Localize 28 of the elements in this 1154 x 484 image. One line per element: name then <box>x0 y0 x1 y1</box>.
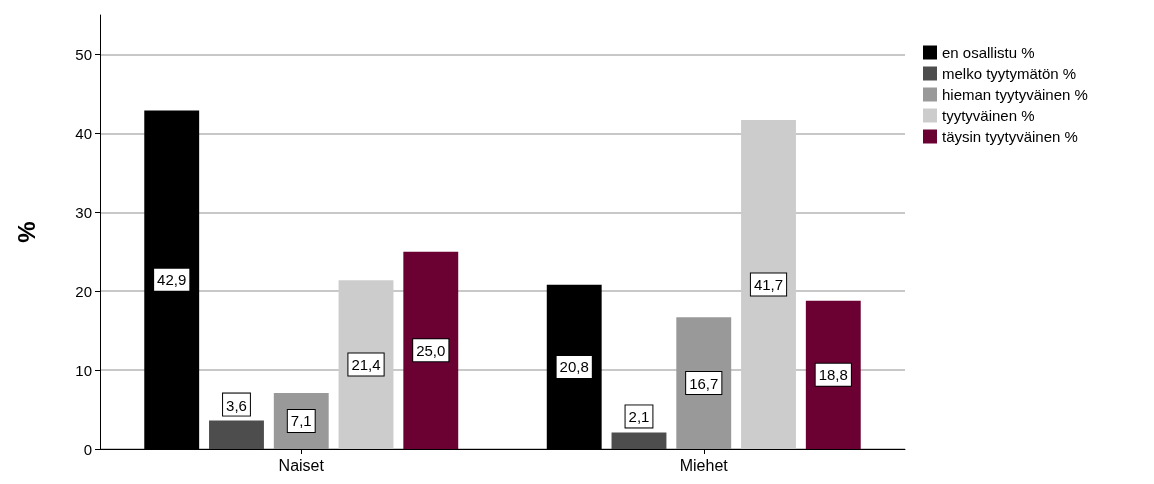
legend-label: täysin tyytyväinen % <box>942 128 1078 145</box>
legend-label: tyytyväinen % <box>942 107 1035 124</box>
data-label: 3,6 <box>226 396 247 414</box>
x-tick-label: Miehet <box>679 456 729 474</box>
x-tick-label: Naiset <box>278 456 325 474</box>
data-label: 18,8 <box>818 366 848 384</box>
legend-label: en osallistu % <box>942 44 1035 61</box>
data-label: 16,7 <box>689 374 719 392</box>
data-label: 21,4 <box>351 356 381 374</box>
y-tick-label: 20 <box>75 282 92 300</box>
bar <box>611 432 667 449</box>
data-label: 20,8 <box>559 358 589 376</box>
data-label: 25,0 <box>416 341 446 359</box>
data-label: 7,1 <box>290 412 312 430</box>
y-tick-label: 10 <box>75 361 92 379</box>
legend-label: melko tyytymätön % <box>942 65 1077 82</box>
legend-label: hieman tyytyväinen % <box>942 86 1088 103</box>
bar <box>403 251 459 449</box>
bar <box>805 300 861 449</box>
y-axis-title: % <box>12 221 40 243</box>
y-tick-label: 0 <box>83 440 92 458</box>
data-label: 2,1 <box>628 408 650 426</box>
y-tick-label: 40 <box>75 124 92 142</box>
data-label: 41,7 <box>753 275 784 293</box>
data-label: 42,9 <box>157 271 187 289</box>
bar <box>209 420 264 449</box>
y-tick-label: 30 <box>75 203 92 221</box>
y-tick-label: 50 <box>75 45 92 63</box>
